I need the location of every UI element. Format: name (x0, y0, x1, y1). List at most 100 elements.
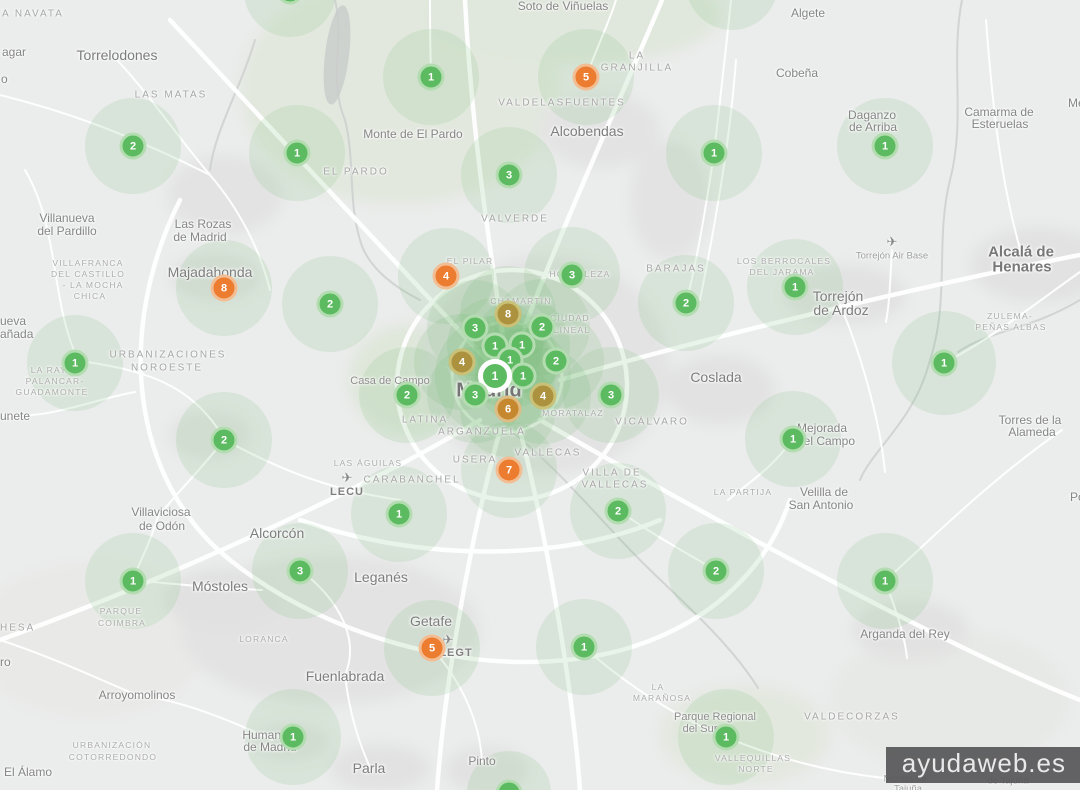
map-label: Algete (790, 6, 826, 20)
map-label: VALLEQUILLAS (714, 753, 792, 763)
cluster-marker[interactable]: 1 (119, 567, 147, 595)
cluster-marker[interactable]: 5 (418, 634, 446, 662)
cluster-marker[interactable]: 1 (481, 332, 509, 360)
cluster-marker[interactable]: 1 (570, 633, 598, 661)
map-label: LA (651, 682, 665, 692)
map-label: LECU (330, 486, 364, 498)
map-label: de Ardoz (813, 302, 869, 318)
map-label: VALLECAS (514, 447, 582, 459)
map-label: LEGT (439, 647, 473, 659)
cluster-marker[interactable]: 1 (61, 349, 89, 377)
map-label: LATINA (401, 414, 449, 426)
cluster-marker[interactable]: 2 (393, 381, 421, 409)
cluster-marker[interactable]: 3 (286, 557, 314, 585)
watermark-logo: ayudaweb.es (885, 747, 1080, 783)
map-label: LAS MATAS (134, 89, 208, 101)
cluster-marker[interactable]: 1 (871, 132, 899, 160)
cluster-marker[interactable]: 1 (700, 139, 728, 167)
map-label: VALLECAS (581, 479, 649, 491)
cluster-marker[interactable]: 3 (597, 381, 625, 409)
map-label: VILLA DE (582, 467, 642, 479)
cluster-marker[interactable]: 1 (781, 273, 809, 301)
cluster-marker[interactable]: 2 (604, 497, 632, 525)
map-label: Leganés (354, 569, 408, 585)
cluster-marker[interactable]: 1 (279, 723, 307, 751)
map-label: Fuenlabrada (305, 668, 385, 684)
cluster-marker[interactable]: 1 (509, 362, 537, 390)
cluster-marker[interactable]: 3 (558, 261, 586, 289)
map-label: Me (1068, 96, 1080, 110)
map-label: Esteruelas (971, 117, 1029, 131)
cluster-marker[interactable]: 1 (283, 139, 311, 167)
map-label: Torres de la (998, 413, 1062, 427)
map-label: URBANIZACIONES (109, 349, 227, 361)
map-label: NOROESTE (130, 362, 204, 374)
cluster-marker[interactable]: 3 (461, 381, 489, 409)
cluster-marker[interactable]: 1 (871, 567, 899, 595)
map-label: PEÑAS ALBAS (975, 322, 1047, 332)
legt-plane-icon: ✈ (442, 632, 454, 647)
cluster-marker[interactable]: 8 (494, 300, 522, 328)
cluster-marker[interactable]: 1 (930, 349, 958, 377)
map-label: URBANIZACIÓN (72, 740, 152, 750)
map-label: LINEAL (553, 325, 591, 335)
map-label: HESA (0, 622, 36, 634)
map-label: DEL CASTILLO (50, 269, 126, 279)
map-label: Monte de El Pardo (363, 127, 463, 141)
map-label: Arroyomolinos (98, 688, 176, 702)
map-label: BARAJAS (646, 263, 706, 275)
map-label: Alcobendas (550, 123, 624, 139)
map-label: Alcalá de (988, 243, 1054, 261)
cluster-marker[interactable]: 1 (417, 63, 445, 91)
cluster-marker[interactable]: 2 (119, 132, 147, 160)
map-label: o (1, 72, 8, 86)
map-label: LAS ÁGUILAS (333, 458, 403, 468)
map-label: Velilla de (799, 485, 849, 499)
cluster-marker[interactable]: 6 (494, 395, 522, 423)
map-label: Torrejón Air Base (855, 250, 929, 262)
map-label: Pozu (1070, 490, 1080, 504)
map-label: Getafe (409, 613, 453, 629)
map-label: de Arriba (848, 120, 898, 134)
map-label: MORATALAZ (542, 408, 604, 418)
cluster-marker[interactable]: 7 (495, 456, 523, 484)
map-label: LORANCA (239, 634, 289, 644)
map-label: Pinto (468, 754, 496, 768)
cluster-marker[interactable]: 3 (495, 161, 523, 189)
map-label: ueva (0, 314, 27, 328)
cluster-marker[interactable]: 2 (316, 290, 344, 318)
cluster-marker[interactable]: 4 (529, 382, 557, 410)
cluster-marker[interactable]: 2 (672, 289, 700, 317)
map-label: CIUDAD (550, 313, 590, 323)
map-label: PARQUE (99, 606, 143, 616)
map-label: San Antonio (788, 498, 854, 512)
cluster-marker[interactable]: 4 (432, 262, 460, 290)
torrejon-air-base-plane-icon: ✈ (886, 234, 898, 249)
cluster-marker[interactable]: 2 (542, 347, 570, 375)
map-label: VALDECORZAS (804, 711, 900, 723)
map-label: Soto de Viñuelas (517, 0, 609, 13)
map-label: ro (0, 655, 11, 669)
cluster-marker[interactable]: 2 (210, 426, 238, 454)
map-label: de Madrid (173, 230, 227, 244)
cluster-marker[interactable]: 1 (712, 723, 740, 751)
map-label: agar (2, 45, 27, 59)
cluster-marker[interactable]: 1 (385, 500, 413, 528)
map-label: del Campo (796, 434, 856, 448)
cluster-marker[interactable]: 4 (448, 348, 476, 376)
map-label: LA PARTIJA (713, 487, 773, 497)
map-label: Las Rozas (174, 217, 232, 231)
cluster-marker[interactable]: 2 (702, 557, 730, 585)
cluster-marker[interactable]: 8 (210, 274, 238, 302)
cluster-marker[interactable]: 5 (572, 63, 600, 91)
map-label: Camarma de (964, 105, 1034, 119)
map-label: COIMBRA (97, 618, 147, 628)
cluster-marker[interactable]: 2 (528, 313, 556, 341)
map-label: Torrejón (812, 288, 864, 304)
map-label: Villanueva (39, 211, 95, 225)
map-label: añada (0, 327, 34, 341)
map-label: ARGANZUELA (438, 426, 526, 438)
cluster-marker[interactable]: 1 (779, 425, 807, 453)
map-label: LOS BERROCALES (736, 256, 832, 266)
